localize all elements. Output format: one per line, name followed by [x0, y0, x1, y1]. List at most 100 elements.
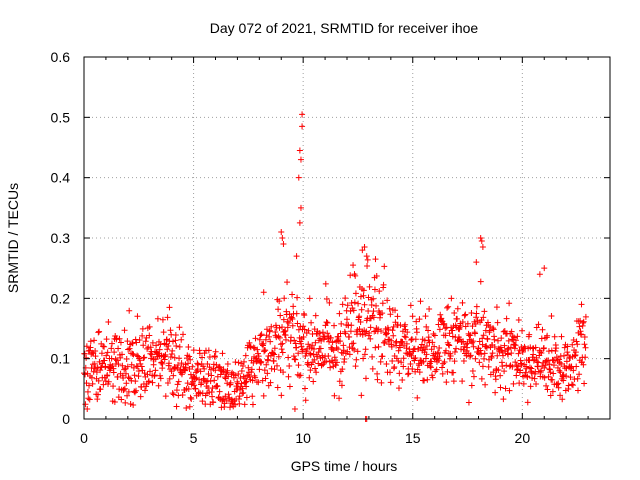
data-point [516, 380, 523, 387]
data-point [372, 344, 379, 351]
data-point [582, 354, 589, 361]
data-point [362, 375, 369, 382]
data-point [138, 363, 145, 370]
data-point [573, 363, 580, 370]
data-point [246, 373, 253, 380]
data-point [367, 324, 374, 331]
data-point [103, 352, 110, 359]
data-point [437, 311, 444, 318]
data-point [368, 315, 374, 322]
data-point [381, 338, 388, 345]
data-point [533, 381, 540, 388]
data-point [174, 364, 181, 371]
data-point [123, 380, 130, 387]
data-point [95, 329, 102, 336]
data-point [574, 387, 581, 394]
data-point [141, 387, 148, 394]
data-point [157, 375, 164, 382]
data-point [245, 364, 252, 371]
data-point [506, 387, 513, 394]
data-point [236, 393, 243, 400]
data-point [319, 329, 326, 336]
data-point [92, 348, 99, 355]
data-point [326, 299, 333, 306]
data-point [489, 350, 496, 357]
chart-title: Day 072 of 2021, SRMTID for receiver iho… [210, 20, 479, 36]
data-point [379, 353, 386, 360]
data-point [238, 380, 245, 387]
data-point [506, 300, 513, 307]
data-point [291, 405, 298, 412]
data-point [349, 345, 356, 352]
data-point [306, 374, 313, 381]
data-point [367, 335, 374, 342]
data-point [416, 316, 423, 323]
data-point [383, 360, 390, 367]
data-point [386, 305, 393, 312]
data-point [178, 360, 185, 367]
data-point [274, 362, 281, 369]
data-point [431, 332, 438, 339]
data-point [479, 244, 486, 251]
data-point [293, 310, 300, 317]
data-point [467, 353, 474, 360]
data-point [548, 347, 555, 354]
data-point [205, 371, 212, 378]
data-point [340, 347, 347, 354]
data-point [173, 387, 180, 394]
data-point [241, 401, 248, 408]
data-point [360, 355, 367, 362]
data-point [399, 338, 406, 345]
data-point [196, 376, 203, 383]
data-point [564, 349, 571, 356]
x-tick-label: 20 [515, 430, 531, 446]
data-point [279, 235, 286, 241]
data-point [402, 334, 409, 341]
data-point [453, 345, 460, 352]
data-point [118, 396, 125, 403]
data-point [554, 364, 561, 371]
data-point [540, 345, 547, 352]
data-point [555, 356, 562, 363]
data-point [515, 316, 522, 323]
data-point [312, 339, 319, 346]
data-point [547, 369, 554, 376]
data-point [352, 290, 359, 297]
data-point [441, 320, 448, 327]
data-point [428, 346, 435, 353]
data-point [135, 367, 142, 374]
data-point [94, 391, 101, 398]
data-point [446, 342, 453, 349]
data-point [421, 377, 428, 384]
data-point [204, 361, 211, 368]
data-point [284, 318, 291, 325]
data-point [200, 363, 207, 370]
data-point [105, 378, 112, 385]
data-point [477, 347, 484, 354]
data-point [252, 335, 259, 342]
data-point [569, 382, 576, 389]
data-point [344, 302, 351, 309]
data-point [282, 336, 289, 343]
data-point [423, 323, 430, 330]
data-point [294, 371, 301, 378]
axis-ticks [83, 56, 610, 420]
data-point [289, 322, 296, 329]
data-point [422, 346, 429, 353]
data-point [378, 379, 385, 386]
data-point [329, 346, 336, 353]
data-point [195, 361, 202, 368]
data-point [270, 350, 277, 357]
x-tick-label: 0 [80, 430, 88, 446]
data-point [365, 307, 372, 314]
data-point [436, 345, 443, 352]
data-point [207, 378, 214, 385]
data-point [147, 368, 154, 375]
y-tick-labels: 0 0.1 0.2 0.3 0.4 0.5 0.6 [51, 49, 71, 427]
data-point [329, 339, 336, 346]
data-point [442, 347, 449, 354]
data-point [447, 353, 454, 360]
data-point [101, 357, 108, 364]
data-point [448, 324, 455, 331]
